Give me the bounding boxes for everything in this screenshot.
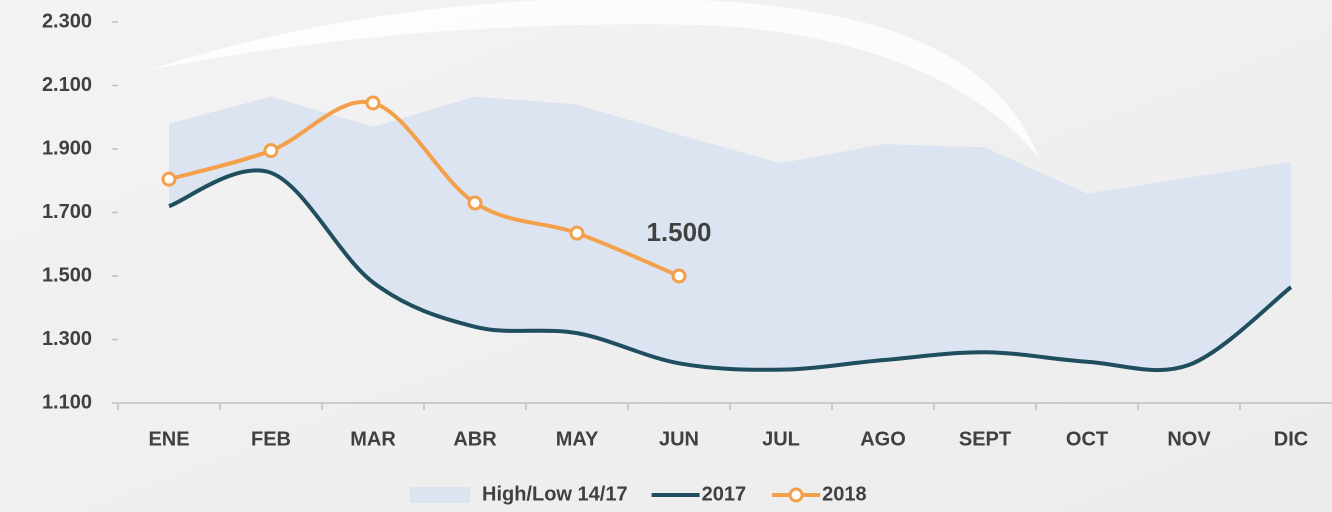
y-tick-label: 1.700 [42, 201, 92, 223]
x-tick-label: SEPT [959, 428, 1011, 450]
x-tick-label: JUL [762, 428, 800, 450]
x-tick-label: OCT [1066, 428, 1108, 450]
legend-label: 2017 [702, 483, 747, 505]
legend-marker [790, 489, 802, 501]
x-tick-label: MAR [350, 428, 396, 450]
x-tick-label: FEB [251, 428, 291, 450]
x-tick-label: NOV [1167, 428, 1211, 450]
series-marker [163, 173, 175, 185]
chart: 1.100 1.300 1.500 1.700 1.900 2.100 2.300 ENE FE… [0, 0, 1332, 512]
series-marker [673, 270, 685, 282]
y-tick-label: 2.100 [42, 74, 92, 96]
y-tick-label: 1.900 [42, 137, 92, 159]
legend-label: High/Low 14/17 [482, 483, 628, 505]
y-tick-label: 1.300 [42, 328, 92, 350]
y-tick-label: 1.100 [42, 391, 92, 413]
legend-label: 2018 [822, 483, 867, 505]
series-marker [469, 197, 481, 209]
data-label: 1.500 [646, 217, 711, 247]
y-tick-label: 2.300 [42, 10, 92, 32]
y-tick-label: 1.500 [42, 264, 92, 286]
series-marker [265, 145, 277, 157]
series-marker [571, 227, 583, 239]
x-tick-label: ABR [453, 428, 497, 450]
x-tick-label: DIC [1274, 428, 1308, 450]
x-tick-label: ENE [148, 428, 189, 450]
legend-swatch [410, 487, 470, 503]
series-marker [367, 97, 379, 109]
x-tick-label: JUN [659, 428, 699, 450]
x-tick-label: AGO [860, 428, 906, 450]
x-tick-label: MAY [556, 428, 599, 450]
